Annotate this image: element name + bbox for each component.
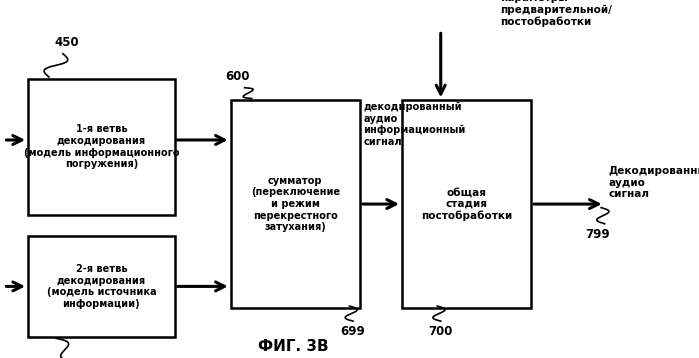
Text: 700: 700 — [428, 325, 453, 338]
FancyBboxPatch shape — [231, 100, 360, 308]
Text: декодированный
аудио
информационный
сигнал: декодированный аудио информационный сигн… — [363, 102, 466, 147]
FancyBboxPatch shape — [402, 100, 531, 308]
Text: ФИГ. 3В: ФИГ. 3В — [258, 339, 329, 354]
Text: 799: 799 — [585, 228, 610, 241]
FancyBboxPatch shape — [28, 236, 175, 337]
Text: 450: 450 — [54, 37, 79, 49]
FancyBboxPatch shape — [28, 79, 175, 215]
Text: Декодированный
аудио
сигнал: Декодированный аудио сигнал — [608, 166, 699, 199]
Text: сумматор
(переключение
и режим
перекрестного
затухания): сумматор (переключение и режим перекрест… — [251, 176, 340, 232]
Text: параметры
предварительной/
постобработки: параметры предварительной/ постобработки — [500, 0, 612, 27]
Text: 600: 600 — [225, 71, 250, 83]
Text: общая
стадия
постобработки: общая стадия постобработки — [421, 187, 512, 221]
Text: 1-я ветвь
декодирования
(модель информационного
погружения): 1-я ветвь декодирования (модель информац… — [24, 124, 179, 169]
Text: 699: 699 — [340, 325, 366, 338]
Text: 2-я ветвь
декодирования
(модель источника
информации): 2-я ветвь декодирования (модель источник… — [47, 264, 156, 309]
